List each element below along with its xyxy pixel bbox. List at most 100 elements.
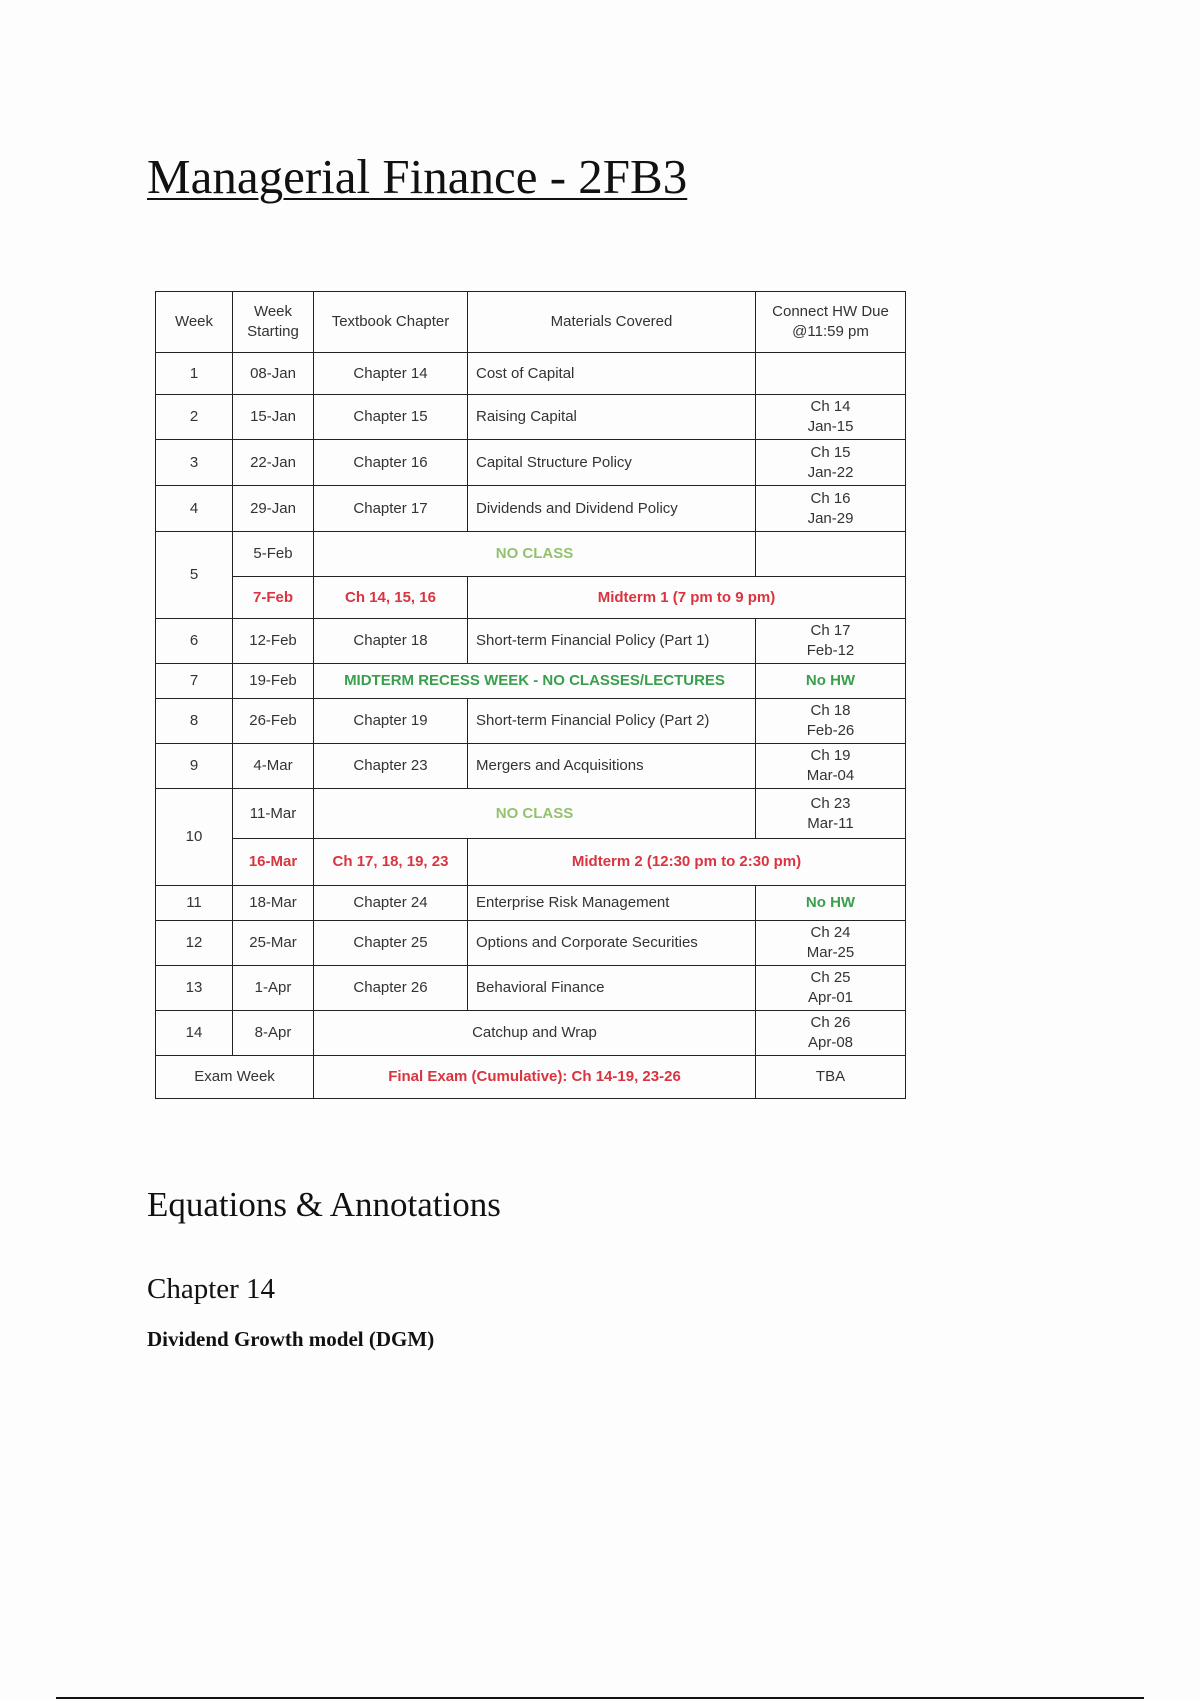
week-cell: 1 bbox=[155, 352, 233, 395]
date-cell: 26-Feb bbox=[232, 698, 314, 744]
midterm-chapters-cell: Ch 17, 18, 19, 23 bbox=[313, 838, 468, 886]
week-cell: 2 bbox=[155, 394, 233, 440]
hw-chapter: Ch 25 bbox=[810, 969, 851, 986]
hw-date: Jan-22 bbox=[807, 463, 854, 481]
table-row: 8 26-Feb Chapter 19 Short-term Financial… bbox=[155, 698, 906, 744]
week-cell: 6 bbox=[155, 618, 233, 664]
date-cell: 1-Apr bbox=[232, 965, 314, 1011]
hw-chapter: Ch 23 bbox=[810, 794, 851, 812]
table-row: 7 19-Feb MIDTERM RECESS WEEK - NO CLASSE… bbox=[155, 663, 906, 699]
hw-cell: No HW bbox=[755, 885, 906, 921]
hw-cell: Ch 14 Jan-15 bbox=[755, 394, 906, 440]
hw-cell: Ch 18 Feb-26 bbox=[755, 698, 906, 744]
material-cell: Short-term Financial Policy (Part 2) bbox=[467, 698, 756, 744]
hw-chapter: Ch 24 bbox=[810, 924, 851, 941]
chapter-cell: Chapter 15 bbox=[313, 394, 468, 440]
week-cell: 5 bbox=[155, 531, 233, 619]
midterm-note: Midterm 2 (12:30 pm to 2:30 pm) bbox=[467, 838, 906, 886]
exam-week-cell: Exam Week bbox=[155, 1055, 314, 1099]
table-row: 5 5-Feb NO CLASS bbox=[155, 531, 906, 619]
hw-chapter: Ch 16 bbox=[810, 489, 851, 507]
week-cell: 9 bbox=[155, 743, 233, 789]
hw-chapter: Ch 19 bbox=[810, 747, 851, 764]
header-cell: Week Starting bbox=[232, 291, 314, 353]
chapter-cell: Chapter 25 bbox=[313, 920, 468, 966]
midterm-note: Midterm 1 (7 pm to 9 pm) bbox=[467, 576, 906, 619]
material-cell: Enterprise Risk Management bbox=[467, 885, 756, 921]
material-cell: Catchup and Wrap bbox=[313, 1010, 756, 1056]
date-cell: 5-Feb bbox=[232, 531, 314, 577]
chapter-cell: Chapter 16 bbox=[313, 439, 468, 486]
chapter-cell: Chapter 24 bbox=[313, 885, 468, 921]
date-cell: 19-Feb bbox=[232, 663, 314, 699]
table-row: 12 25-Mar Chapter 25 Options and Corpora… bbox=[155, 920, 906, 966]
hw-chapter: Ch 18 bbox=[810, 702, 851, 719]
hw-cell: Ch 24 Mar-25 bbox=[755, 920, 906, 966]
date-cell: 08-Jan bbox=[232, 352, 314, 395]
hw-chapter: Ch 26 bbox=[810, 1014, 851, 1031]
date-cell: 15-Jan bbox=[232, 394, 314, 440]
header-cell: Week bbox=[155, 291, 233, 353]
table-row: 11 18-Mar Chapter 24 Enterprise Risk Man… bbox=[155, 885, 906, 921]
hw-cell: Ch 19 Mar-04 bbox=[755, 743, 906, 789]
date-cell: 29-Jan bbox=[232, 485, 314, 532]
table-row: 13 1-Apr Chapter 26 Behavioral Finance C… bbox=[155, 965, 906, 1011]
header-cell: Connect HW Due @11:59 pm bbox=[755, 291, 906, 353]
hw-cell: No HW bbox=[755, 663, 906, 699]
hw-cell: Ch 23 Mar-11 bbox=[755, 788, 906, 839]
table-row: 9 4-Mar Chapter 23 Mergers and Acquisiti… bbox=[155, 743, 906, 789]
week-cell: 10 bbox=[155, 788, 233, 886]
material-cell: Mergers and Acquisitions bbox=[467, 743, 756, 789]
material-cell: Capital Structure Policy bbox=[467, 439, 756, 486]
material-cell: Options and Corporate Securities bbox=[467, 920, 756, 966]
date-cell: 25-Mar bbox=[232, 920, 314, 966]
hw-cell bbox=[755, 531, 906, 577]
table-row: 7-Feb Ch 14, 15, 16 Midterm 1 (7 pm to 9… bbox=[156, 576, 906, 619]
hw-date: Apr-08 bbox=[807, 1034, 854, 1051]
header-cell: Textbook Chapter bbox=[313, 291, 468, 353]
midterm-chapters-cell: Ch 14, 15, 16 bbox=[313, 576, 468, 619]
table-row: 10 11-Mar NO CLASS Ch 23 Mar-11 bbox=[155, 788, 906, 886]
header-cell: Materials Covered bbox=[467, 291, 756, 353]
course-schedule-table: Week Week Starting Textbook Chapter Mate… bbox=[155, 291, 906, 1099]
table-row: 1 08-Jan Chapter 14 Cost of Capital bbox=[155, 352, 906, 395]
date-cell: 8-Apr bbox=[232, 1010, 314, 1056]
chapter-cell: Chapter 17 bbox=[313, 485, 468, 532]
week-cell: 12 bbox=[155, 920, 233, 966]
chapter-heading: Chapter 14 bbox=[147, 1273, 276, 1305]
week-cell: 3 bbox=[155, 439, 233, 486]
hw-date: Feb-12 bbox=[806, 642, 855, 659]
week-cell: 8 bbox=[155, 698, 233, 744]
table-row: 4 29-Jan Chapter 17 Dividends and Divide… bbox=[155, 485, 906, 532]
hw-cell: Ch 26 Apr-08 bbox=[755, 1010, 906, 1056]
hw-cell: TBA bbox=[755, 1055, 906, 1099]
chapter-cell: Chapter 23 bbox=[313, 743, 468, 789]
material-cell: Short-term Financial Policy (Part 1) bbox=[467, 618, 756, 664]
week-cell: 11 bbox=[155, 885, 233, 921]
material-cell: Behavioral Finance bbox=[467, 965, 756, 1011]
table-row: 3 22-Jan Chapter 16 Capital Structure Po… bbox=[155, 439, 906, 486]
recess-note: MIDTERM RECESS WEEK - NO CLASSES/LECTURE… bbox=[313, 663, 756, 699]
exam-row: Exam Week Final Exam (Cumulative): Ch 14… bbox=[155, 1055, 906, 1099]
table-row: 6 12-Feb Chapter 18 Short-term Financial… bbox=[155, 618, 906, 664]
hw-chapter: Ch 14 bbox=[810, 398, 851, 415]
equations-heading: Equations & Annotations bbox=[147, 1185, 501, 1224]
date-cell: 11-Mar bbox=[232, 788, 314, 839]
hw-date: Apr-01 bbox=[807, 989, 854, 1006]
hw-cell: Ch 17 Feb-12 bbox=[755, 618, 906, 664]
week-cell: 14 bbox=[155, 1010, 233, 1056]
page-divider bbox=[56, 1697, 1144, 1699]
chapter-cell: Chapter 19 bbox=[313, 698, 468, 744]
date-cell: 4-Mar bbox=[232, 743, 314, 789]
hw-date: Jan-29 bbox=[807, 509, 854, 527]
no-class-note: NO CLASS bbox=[313, 531, 756, 577]
week-cell: 13 bbox=[155, 965, 233, 1011]
table-row: 14 8-Apr Catchup and Wrap Ch 26 Apr-08 bbox=[155, 1010, 906, 1056]
date-cell: 22-Jan bbox=[232, 439, 314, 486]
page-title: Managerial Finance - 2FB3 bbox=[147, 149, 688, 204]
hw-chapter: Ch 15 bbox=[810, 443, 851, 461]
hw-date: Mar-04 bbox=[806, 767, 855, 784]
no-class-note: NO CLASS bbox=[313, 788, 756, 839]
hw-date: Jan-15 bbox=[807, 418, 854, 435]
hw-cell: Ch 25 Apr-01 bbox=[755, 965, 906, 1011]
